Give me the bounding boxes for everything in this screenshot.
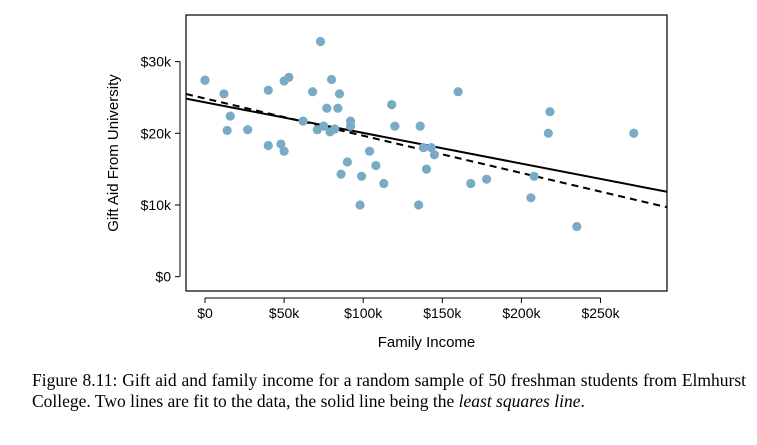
data-point [298,116,308,126]
data-point [426,143,436,153]
data-point [355,200,365,210]
data-point [482,174,492,184]
caption-emphasis: least squares line [458,391,581,411]
data-point [330,124,340,134]
data-point [243,125,253,135]
x-tick-label: $200k [502,305,541,321]
data-point [326,74,337,85]
caption-suffix: . [580,391,585,411]
data-point [345,121,356,131]
x-axis-label: Family Income [378,334,476,351]
figure-caption: Figure 8.11: Gift aid and family income … [32,370,746,412]
data-point [336,169,346,179]
y-tick-label: $30k [141,54,172,70]
data-point [629,128,639,138]
scatter-chart: $0 $50k $100k $150k $200k $250k $0 $10k $20k $30k… [105,14,668,351]
axes: $0 $50k $100k $150k $200k $250k $0 $10k $20k $30k [141,54,621,321]
data-point [307,87,318,97]
data-point [387,100,397,110]
data-point [529,171,539,181]
data-point [429,150,440,160]
data-point [319,121,329,131]
data-point [466,178,476,189]
data-point [526,193,536,203]
data-point [371,160,381,171]
data-point [572,221,582,232]
data-point [357,171,367,181]
plot-frame [185,14,668,292]
data-point [276,139,286,149]
data-point [222,125,232,136]
data-point [364,146,375,156]
data-point [390,121,400,131]
data-point [379,178,389,189]
data-point [219,89,229,99]
data-point [543,128,553,138]
data-point [333,103,343,113]
data-point [421,164,432,174]
x-tick-label: $250k [581,305,620,321]
caption-text: Figure 8.11: Gift aid and family income … [32,370,746,411]
data-point [415,121,425,131]
data-point [545,107,555,117]
x-tick-label: $50k [269,305,300,321]
data-point [225,111,235,121]
y-tick-label: $10k [141,197,172,213]
x-tick-label: $150k [423,305,462,321]
y-tick-label: $20k [141,125,172,141]
data-point [279,146,289,156]
data-point [263,140,273,151]
x-tick-label: $0 [197,305,213,321]
data-point [413,200,424,210]
data-point [315,36,326,47]
data-point [418,143,428,153]
data-point [334,89,345,99]
data-point [200,75,210,85]
data-point [453,87,463,97]
y-axis-label: Gift Aid From University [105,74,122,232]
dashed-fit-line [185,93,668,209]
data-points [200,36,639,232]
data-point [322,103,332,113]
x-tick-label: $100k [344,305,383,321]
data-point [263,85,273,95]
data-point [284,72,294,82]
y-tick-label: $0 [155,269,171,285]
data-point [342,157,352,167]
